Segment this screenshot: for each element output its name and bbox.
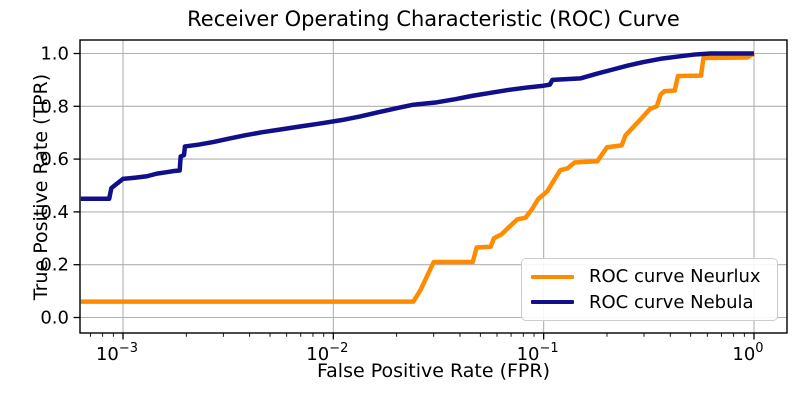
legend-line-neurlux <box>531 274 574 280</box>
series-group <box>80 51 756 304</box>
y-tick-label: 0.0 <box>40 308 69 329</box>
x-axis-label: False Positive Rate (FPR) <box>316 360 551 382</box>
x-tick-label: 10−2 <box>306 341 348 365</box>
legend: ROC curve Neurlux ROC curve Nebula <box>521 258 778 321</box>
legend-item-nebula: ROC curve Nebula <box>531 292 768 313</box>
y-tick-label: 0.8 <box>40 96 69 117</box>
legend-line-nebula <box>531 299 574 305</box>
y-axis-label: True Positive Rate (TPR) <box>30 73 52 301</box>
legend-item-neurlux: ROC curve Neurlux <box>531 266 768 287</box>
y-tick-label: 0.6 <box>40 149 69 170</box>
y-tick-label: 1.0 <box>40 44 69 65</box>
y-tick-label: 0.4 <box>40 202 69 223</box>
y-tick-label: 0.2 <box>40 255 69 276</box>
legend-label-nebula: ROC curve Nebula <box>589 291 754 313</box>
series-line-roc-curve-nebula <box>80 51 754 201</box>
chart-title: Receiver Operating Characteristic (ROC) … <box>187 7 680 31</box>
series-line-roc-curve-neurlux <box>80 51 756 304</box>
axis-ticks <box>73 52 755 340</box>
legend-label-neurlux: ROC curve Neurlux <box>589 266 761 288</box>
